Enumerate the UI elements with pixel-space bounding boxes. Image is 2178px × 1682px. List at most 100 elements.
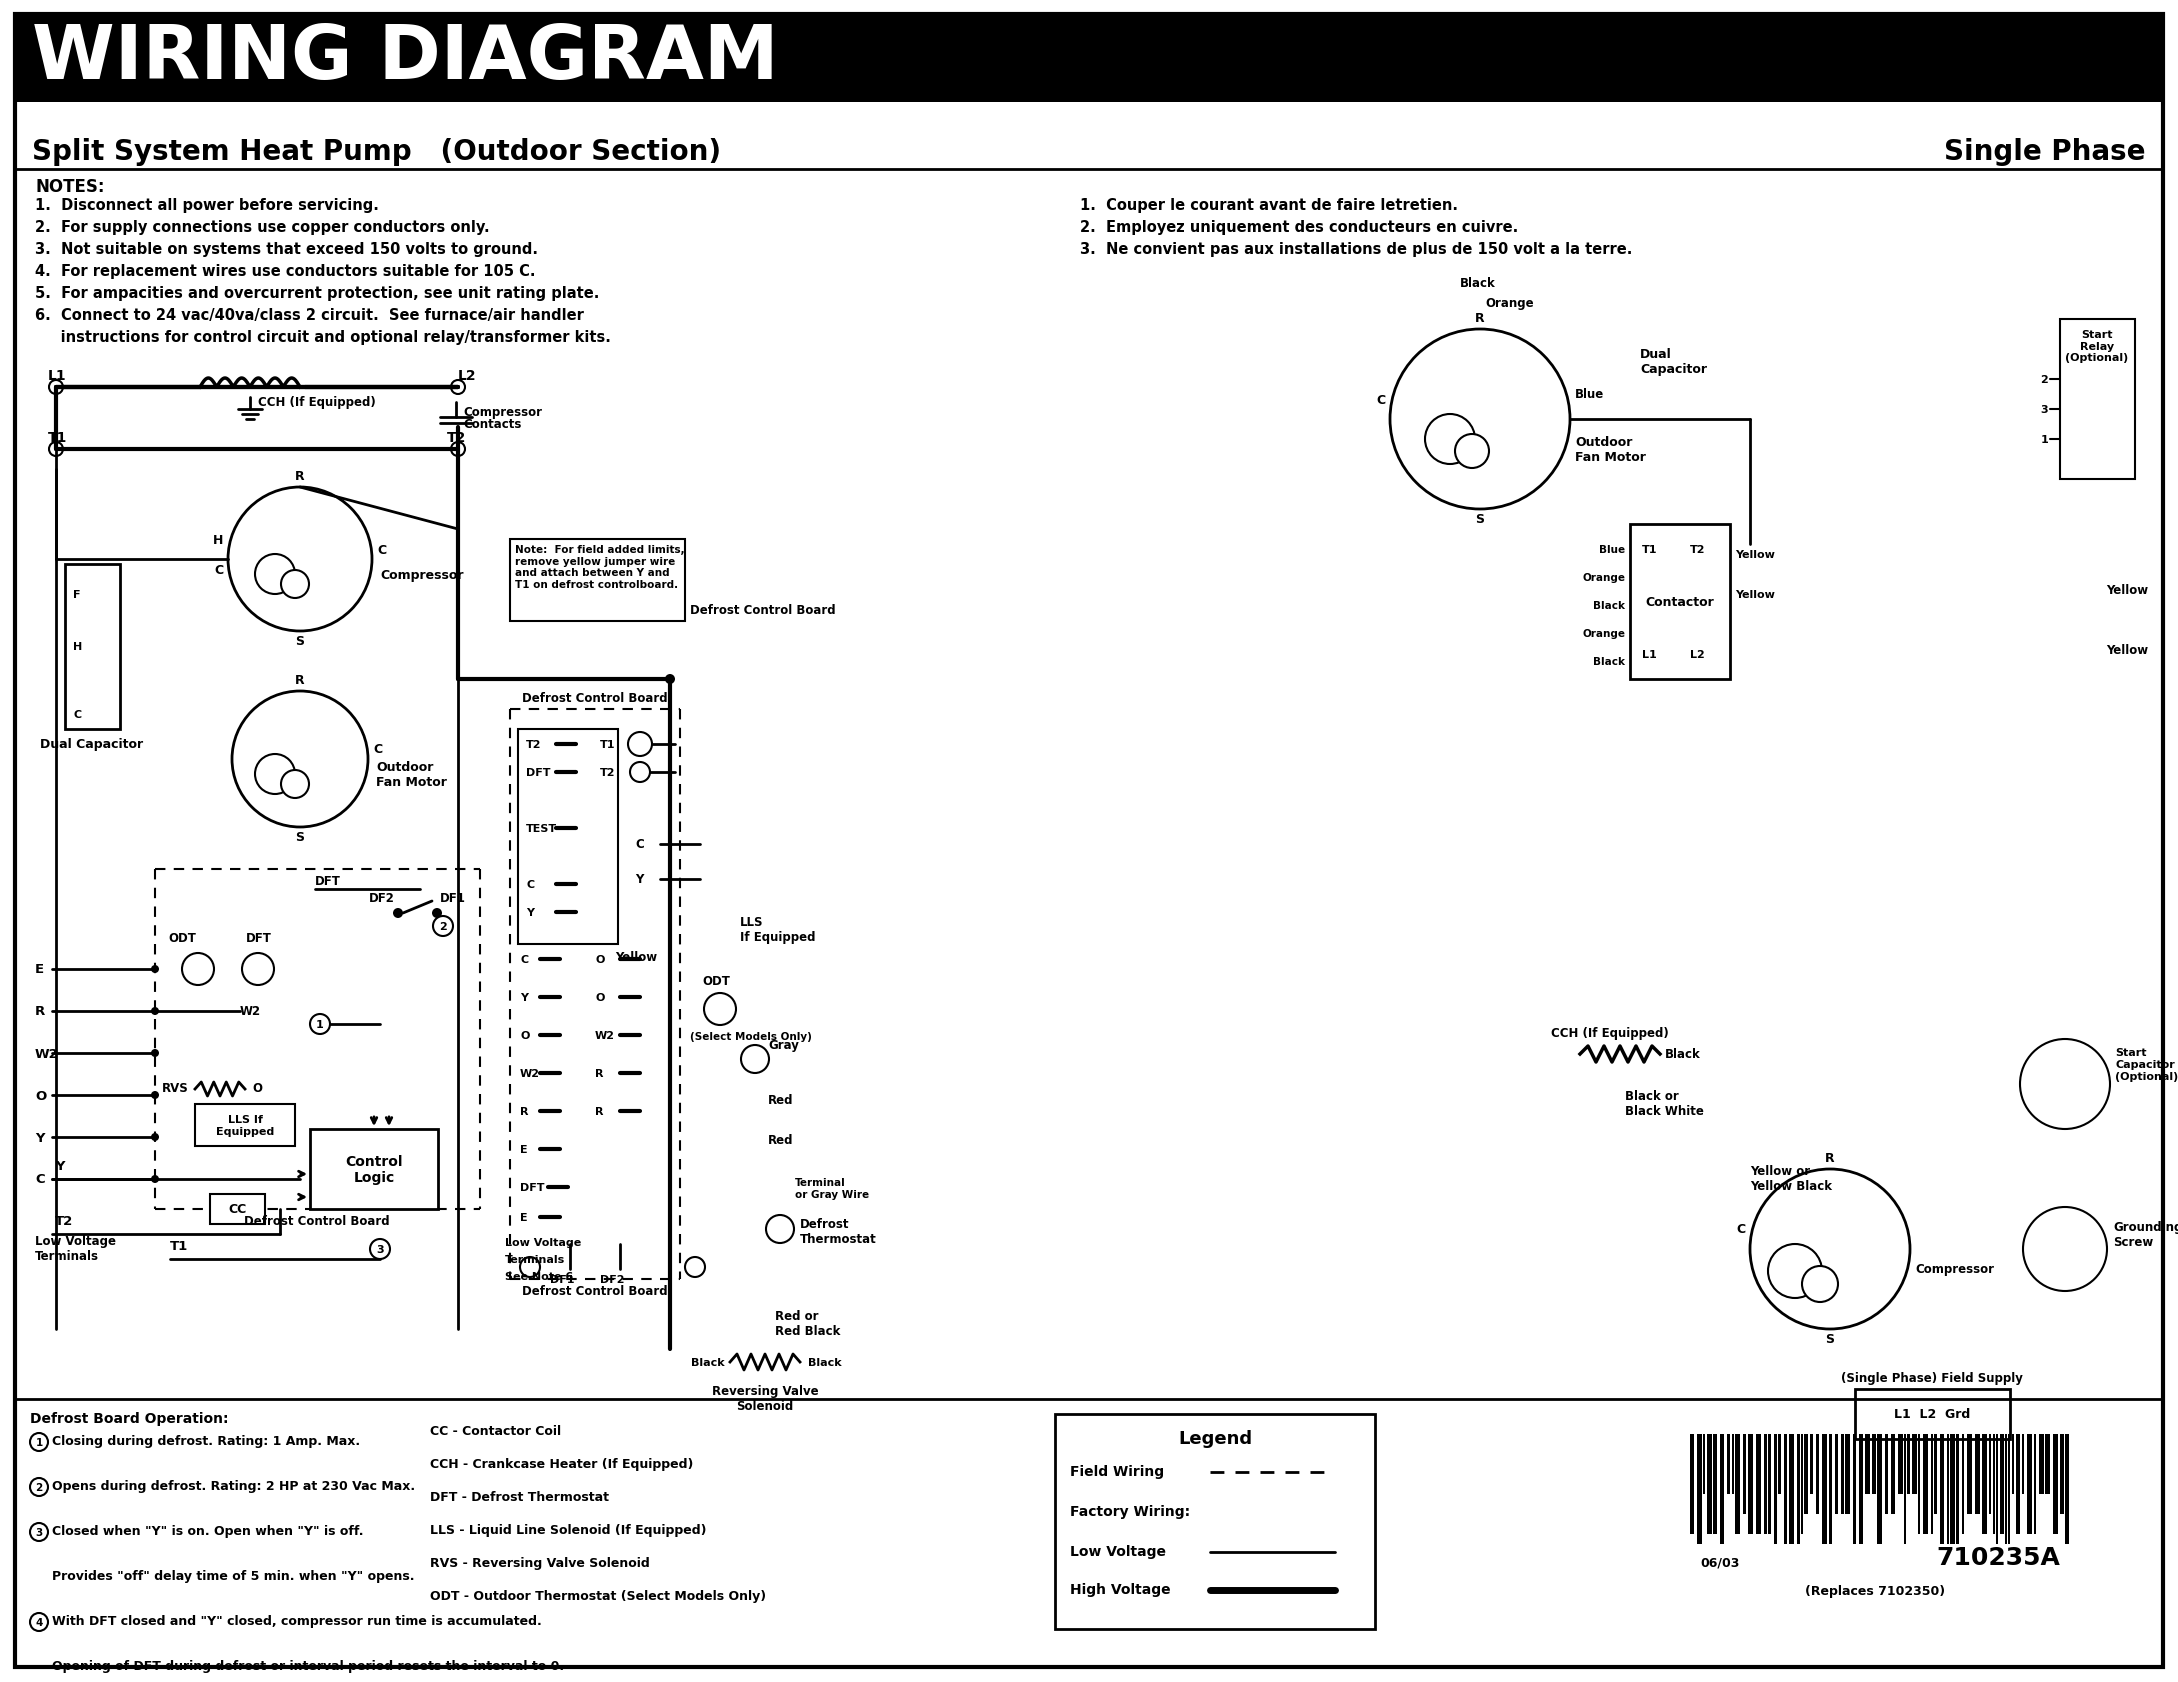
Text: Black: Black [808,1357,841,1367]
Text: 4: 4 [35,1616,44,1626]
Bar [1853,1435,1856,1544]
Text: Low Voltage
Terminals: Low Voltage Terminals [35,1235,115,1262]
Text: Grounding
Screw: Grounding Screw [2113,1219,2178,1248]
Circle shape [150,1092,159,1100]
Text: Black: Black [1592,656,1625,666]
Circle shape [767,1216,795,1243]
Text: Red: Red [769,1132,793,1145]
Text: Y: Y [636,873,643,886]
Text: 06/03: 06/03 [1701,1556,1740,1569]
Text: Red: Red [769,1093,793,1105]
Bar [2017,1435,2019,1534]
Text: C: C [521,954,527,964]
Circle shape [1769,1245,1823,1299]
Text: Dual
Capacitor: Dual Capacitor [1640,348,1708,375]
Text: Black: Black [690,1357,725,1367]
Bar [1840,1435,1845,1514]
Text: R: R [595,1107,603,1117]
Text: T2: T2 [54,1214,74,1228]
Circle shape [183,954,213,986]
Text: O: O [35,1088,46,1102]
Text: Terminal
or Gray Wire: Terminal or Gray Wire [795,1177,869,1199]
Bar [1860,1435,1862,1544]
Text: Yellow: Yellow [2106,584,2148,595]
Text: L2: L2 [457,368,477,383]
Bar [1784,1435,1786,1544]
Text: Terminals: Terminals [505,1255,566,1265]
Text: DFT: DFT [527,767,551,777]
Circle shape [309,1014,331,1034]
Circle shape [629,762,649,782]
Bar [1934,1435,1936,1514]
Circle shape [1455,434,1490,469]
Bar [1823,1435,1827,1544]
Circle shape [627,733,651,757]
Bar [2028,1435,2032,1534]
Text: 3: 3 [35,1527,44,1537]
Circle shape [229,488,372,632]
Text: Blue: Blue [1599,545,1625,555]
Text: Field Wiring: Field Wiring [1069,1463,1163,1478]
Text: Defrost Control Board: Defrost Control Board [523,1285,669,1297]
Circle shape [433,917,453,937]
Bar [1836,1435,1838,1514]
Circle shape [255,555,294,595]
Bar [1941,1435,1945,1544]
Bar [2060,1435,2065,1514]
Text: 4.  For replacement wires use conductors suitable for 105 C.: 4. For replacement wires use conductors … [35,264,536,279]
Bar [1856,1389,2010,1440]
Text: T1: T1 [170,1240,187,1253]
Text: 3.  Not suitable on systems that exceed 150 volts to ground.: 3. Not suitable on systems that exceed 1… [35,242,538,257]
Text: R: R [296,469,305,483]
Text: Compressor: Compressor [1914,1263,1995,1275]
Circle shape [521,1256,540,1277]
Bar [1736,1435,1740,1534]
Text: Outdoor
Fan Motor: Outdoor Fan Motor [377,760,446,789]
Bar [2045,1435,2049,1494]
Text: C: C [1376,394,1385,407]
Text: ODT: ODT [701,974,730,987]
Text: Compressor: Compressor [464,405,542,419]
Text: R: R [595,1068,603,1078]
Text: C: C [527,880,534,890]
Text: RVS: RVS [161,1082,189,1093]
Circle shape [233,691,368,828]
Text: Defrost
Thermostat: Defrost Thermostat [799,1218,878,1245]
Text: 2: 2 [35,1482,44,1492]
Circle shape [255,755,294,794]
Text: T1: T1 [599,740,614,750]
Text: TEST: TEST [527,824,558,834]
Circle shape [741,1046,769,1073]
Bar [1803,1435,1808,1514]
Text: ODT: ODT [168,932,196,944]
Text: CC: CC [229,1203,246,1216]
Bar [1975,1435,1980,1514]
Circle shape [451,380,464,395]
Text: (Replaces 7102350): (Replaces 7102350) [1806,1584,1945,1596]
Text: R: R [296,673,305,686]
Bar [1629,525,1729,680]
Text: 1.  Disconnect all power before servicing.: 1. Disconnect all power before servicing… [35,198,379,214]
Text: 2.  Employez uniquement des conducteurs en cuivre.: 2. Employez uniquement des conducteurs e… [1080,220,1518,235]
Text: H: H [74,641,83,651]
Text: R: R [1475,311,1485,325]
Circle shape [686,1256,706,1277]
Bar [1777,1435,1782,1494]
Circle shape [664,674,675,685]
Bar [1721,1435,1725,1544]
Text: DFT: DFT [316,875,342,888]
Text: L1: L1 [1642,649,1657,659]
Text: Low Voltage: Low Voltage [1069,1544,1165,1558]
Text: Black or
Black White: Black or Black White [1625,1090,1703,1117]
Text: CCH - Crankcase Heater (If Equipped): CCH - Crankcase Heater (If Equipped) [429,1457,693,1470]
Text: T2: T2 [599,767,614,777]
Circle shape [1424,415,1475,464]
Bar [1816,1435,1819,1514]
Bar [1764,1435,1766,1534]
Text: Provides "off" delay time of 5 min. when "Y" opens.: Provides "off" delay time of 5 min. when… [52,1569,414,1583]
Text: Defrost Control Board: Defrost Control Board [523,691,669,705]
Text: Y: Y [54,1159,65,1172]
Bar [2065,1435,2069,1544]
Text: Yellow or
Yellow Black: Yellow or Yellow Black [1749,1164,1832,1193]
Text: L1  L2  Grd: L1 L2 Grd [1895,1408,1971,1421]
